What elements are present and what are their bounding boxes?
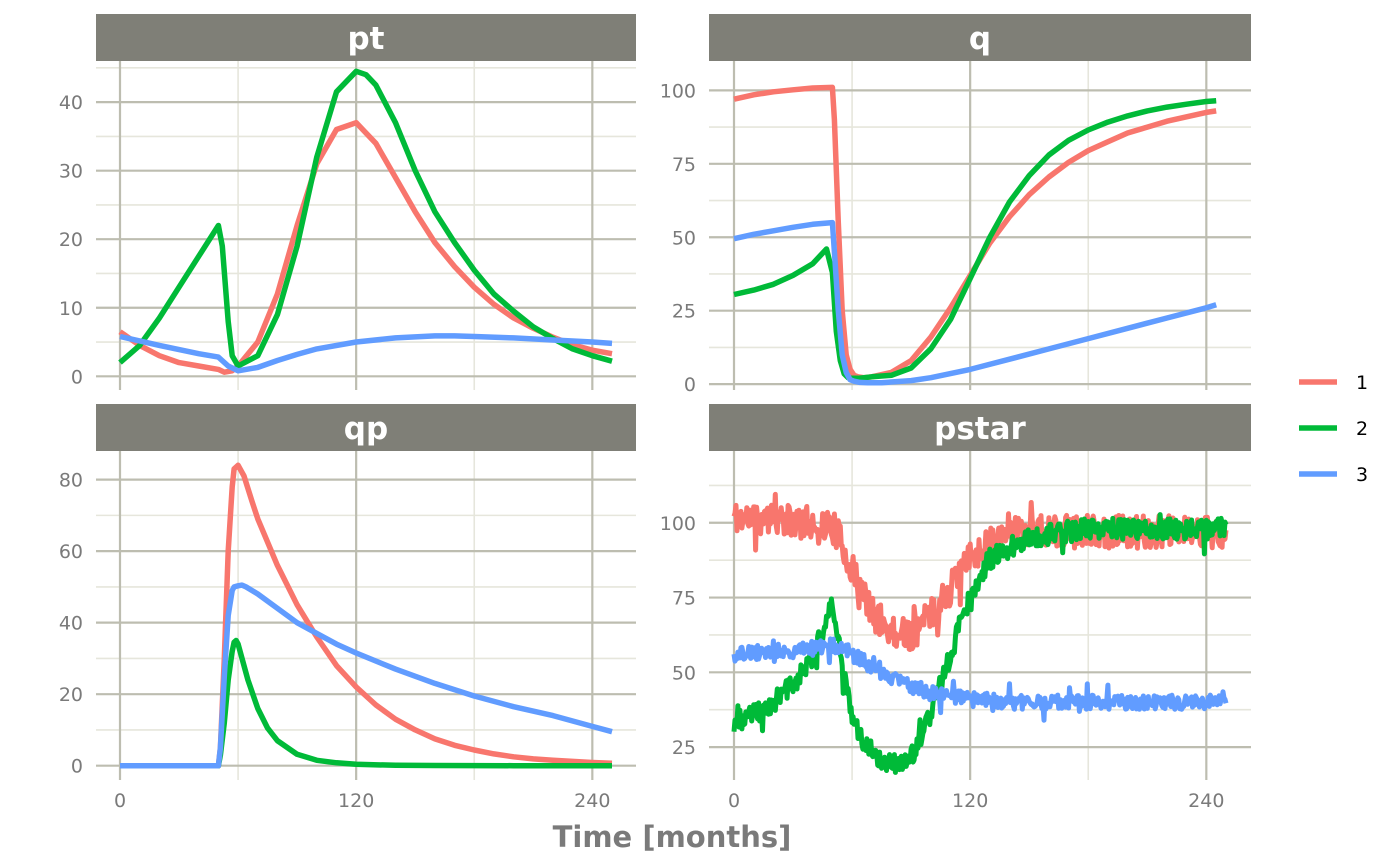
series-group: [733, 84, 1217, 386]
facet-strip-label: pstar: [934, 411, 1026, 447]
facet-strip-label: q: [969, 21, 991, 57]
y-tick-label: 0: [71, 366, 83, 388]
y-tick-label: 0: [684, 374, 696, 396]
y-tick-label: 60: [59, 541, 83, 563]
panel-qp: qp 0 20 40 60 80 0 120 240: [59, 404, 636, 812]
y-tick-label: 20: [59, 229, 83, 251]
y-tick-label: 100: [660, 513, 696, 535]
facet-strip: [709, 14, 1251, 61]
y-tick-label: 40: [59, 613, 83, 635]
facet-strip-label: qp: [344, 411, 388, 447]
series-line-q-1: [733, 84, 1217, 381]
series-line-pt-3: [119, 333, 613, 374]
x-tick-label: 120: [952, 790, 988, 812]
y-tick-label: 25: [672, 301, 696, 323]
legend-label: 3: [1356, 464, 1368, 486]
y-tick-label: 50: [672, 662, 696, 684]
legend: 1 2 3: [1299, 372, 1368, 486]
legend-label: 1: [1356, 372, 1368, 394]
y-tick-label: 40: [59, 92, 83, 114]
x-tick-label: 240: [1188, 790, 1224, 812]
facet-strip: [96, 14, 636, 61]
series-line-pt-2: [118, 68, 613, 369]
series-line-qp-3: [120, 582, 613, 769]
series-group: [731, 491, 1229, 775]
y-tick-label: 75: [672, 588, 696, 610]
panel-pt: pt 0 10 20 30 40: [59, 14, 636, 390]
facet-strip: [709, 404, 1251, 451]
y-tick-label: 30: [59, 161, 83, 183]
series-group: [118, 68, 613, 375]
panel-q: q 0 25 50 75 100: [660, 14, 1251, 396]
legend-label: 2: [1356, 418, 1368, 440]
y-tick-label: 25: [672, 737, 696, 759]
facet-strip: [96, 404, 636, 451]
panel-pstar: pstar 25 50 75 100 0 120 240: [660, 404, 1251, 812]
series-line-q-3: [733, 219, 1217, 386]
chart-panels: pt 0 10 20 30 40 q 0 25 50 75 100 qp 0 20 40 60 80 0 120 240…: [59, 14, 1251, 812]
series-line-pt-1: [118, 119, 613, 375]
y-tick-label: 80: [59, 470, 83, 492]
series-group: [120, 462, 613, 769]
y-tick-label: 10: [59, 298, 83, 320]
y-tick-label: 0: [71, 756, 83, 778]
y-tick-label: 20: [59, 684, 83, 706]
x-tick-label: 0: [728, 790, 740, 812]
y-tick-label: 100: [660, 80, 696, 102]
x-axis-title: Time [months]: [553, 820, 792, 854]
y-tick-label: 75: [672, 154, 696, 176]
facet-strip-label: pt: [347, 21, 384, 57]
series-line-qp-1: [120, 462, 613, 769]
x-tick-label: 120: [338, 790, 374, 812]
x-tick-label: 0: [114, 790, 126, 812]
y-tick-label: 50: [672, 227, 696, 249]
series-line-pstar-3: [731, 636, 1229, 723]
series-line-q-2: [733, 97, 1217, 382]
x-tick-label: 240: [574, 790, 610, 812]
